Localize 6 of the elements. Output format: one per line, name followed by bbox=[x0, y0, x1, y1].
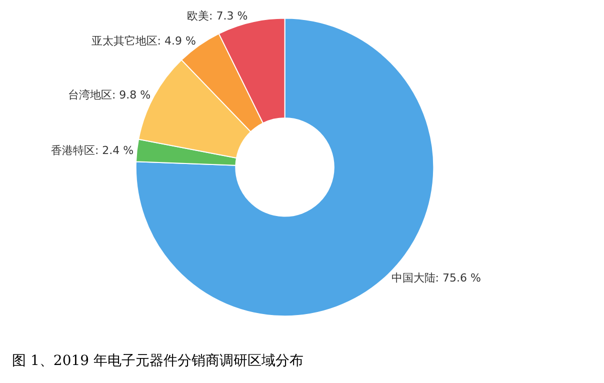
text: 图 1、2019 年电子元器件分销商调研区域分布 bbox=[12, 352, 304, 369]
slice-label: 中国大陆: 75.6 % bbox=[391, 271, 481, 284]
slice-label: 香港特区: 2.4 % bbox=[50, 144, 134, 157]
slice-label: 欧美: 7.3 % bbox=[187, 10, 248, 23]
slice-label: 亚太其它地区: 4.9 % bbox=[91, 34, 196, 48]
slice-label: 台湾地区: 9.8 % bbox=[68, 88, 151, 102]
